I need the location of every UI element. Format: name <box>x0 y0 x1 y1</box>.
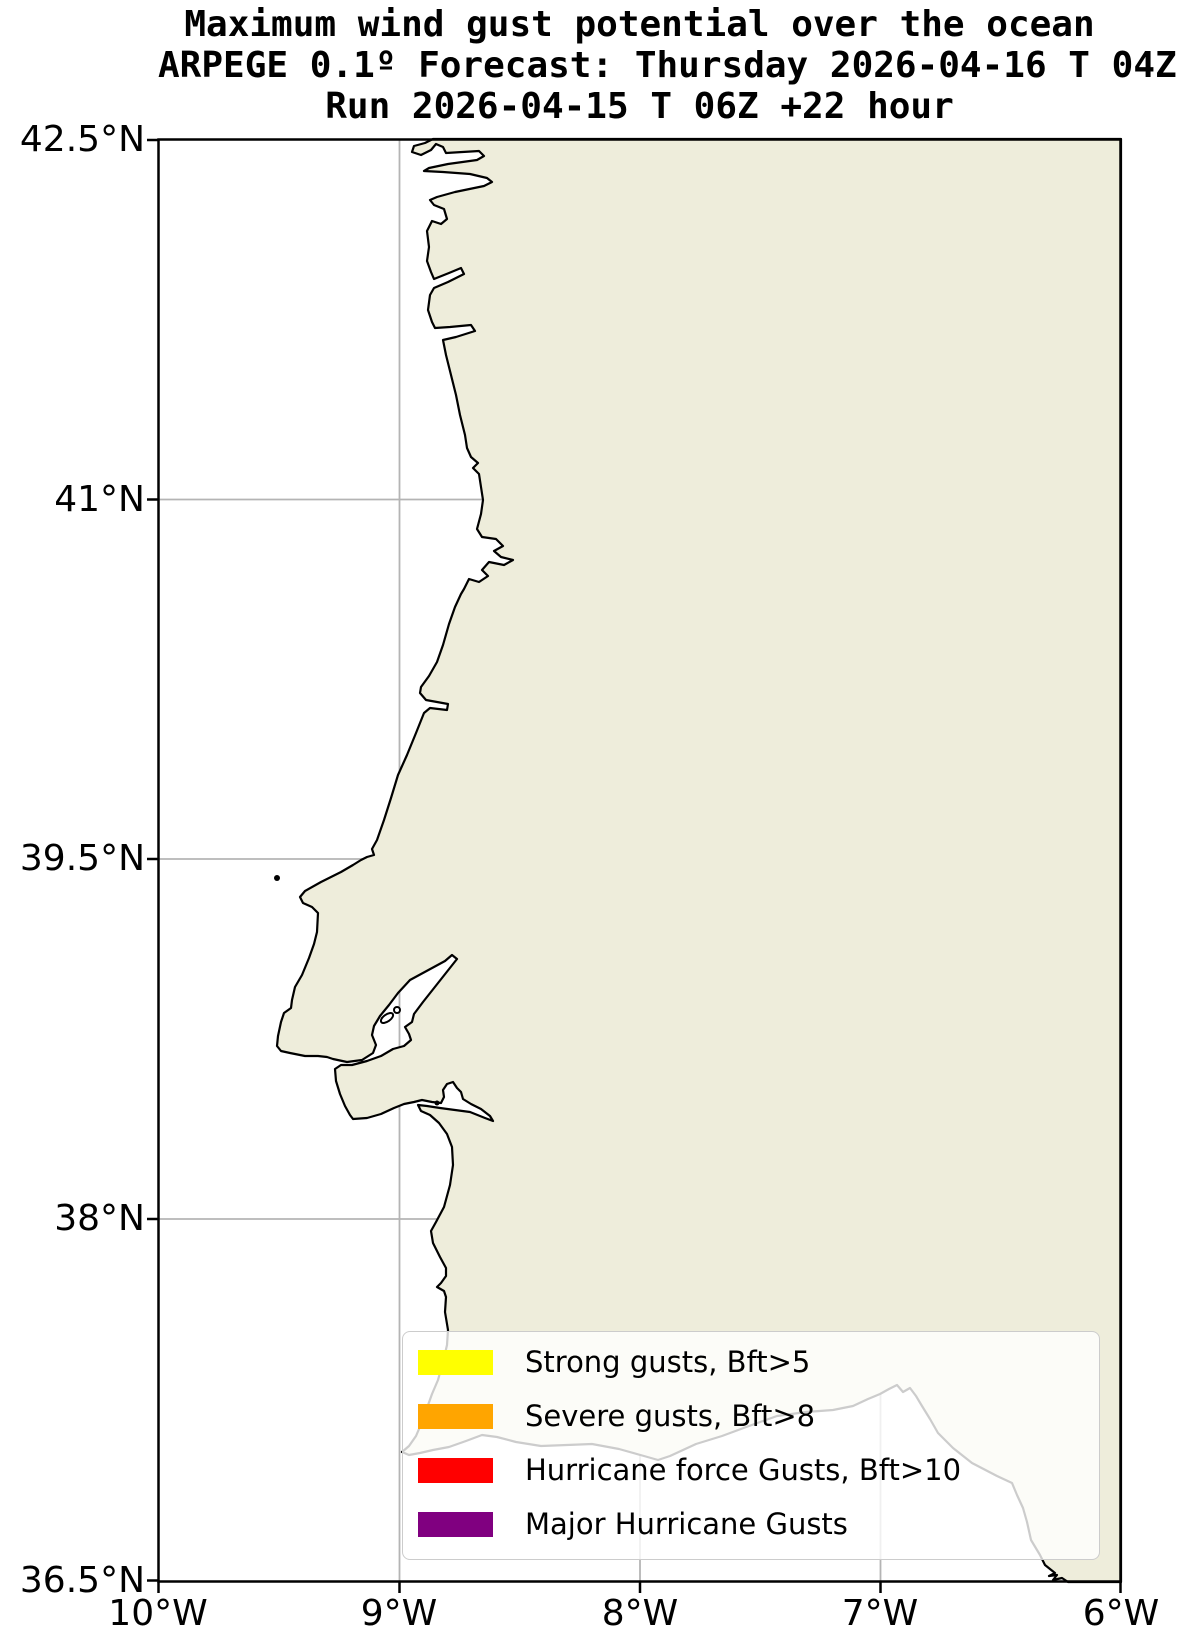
ytick-label-41n: 41°N <box>54 479 145 520</box>
legend-label-severe-gusts: Severe gusts, Bft>8 <box>525 1399 816 1433</box>
legend-label-hurricane-gusts: Hurricane force Gusts, Bft>10 <box>525 1453 962 1487</box>
legend-swatch-hurricane-gusts <box>418 1457 493 1483</box>
legend-swatch-severe-gusts <box>418 1403 493 1429</box>
plot-frame <box>157 138 1122 1583</box>
legend-item-major-hurricane-gusts: Major Hurricane Gusts <box>403 1497 1099 1551</box>
islet-tagus <box>393 1006 401 1014</box>
legend-swatch-major-hurricane-gusts <box>418 1511 493 1537</box>
legend-swatch-strong-gusts <box>418 1349 493 1375</box>
legend-label-major-hurricane-gusts: Major Hurricane Gusts <box>525 1507 848 1541</box>
islet-sado <box>434 1100 440 1106</box>
island-tagus-estuary <box>379 1012 395 1024</box>
legend-label-strong-gusts: Strong gusts, Bft>5 <box>525 1345 811 1379</box>
title-line-1: Maximum wind gust potential over the oce… <box>184 4 1095 45</box>
ytick-label-36-5n: 36.5°N <box>19 1560 145 1601</box>
legend-item-severe-gusts: Severe gusts, Bft>8 <box>403 1389 1099 1443</box>
ytick-label-39-5n: 39.5°N <box>19 838 145 879</box>
xtick-label-7w: 7°W <box>841 1593 919 1634</box>
island-berlengas <box>274 875 280 881</box>
title-line-3: Run 2026-04-15 T 06Z +22 hour <box>325 86 954 127</box>
axis-ticks <box>147 138 1122 1593</box>
legend: Strong gusts, Bft>5 Severe gusts, Bft>8 … <box>402 1331 1100 1560</box>
ytick-label-38n: 38°N <box>54 1198 145 1239</box>
xtick-label-9w: 9°W <box>360 1593 438 1634</box>
figure-title: Maximum wind gust potential over the oce… <box>158 4 1177 127</box>
xtick-label-6w: 6°W <box>1082 1593 1160 1634</box>
xtick-label-8w: 8°W <box>601 1593 679 1634</box>
ytick-label-42-5n: 42.5°N <box>19 119 145 160</box>
legend-item-hurricane-gusts: Hurricane force Gusts, Bft>10 <box>403 1443 1099 1497</box>
legend-item-strong-gusts: Strong gusts, Bft>5 <box>403 1335 1099 1389</box>
title-line-2: ARPEGE 0.1º Forecast: Thursday 2026-04-1… <box>158 45 1177 86</box>
xtick-label-10w: 10°W <box>108 1593 208 1634</box>
